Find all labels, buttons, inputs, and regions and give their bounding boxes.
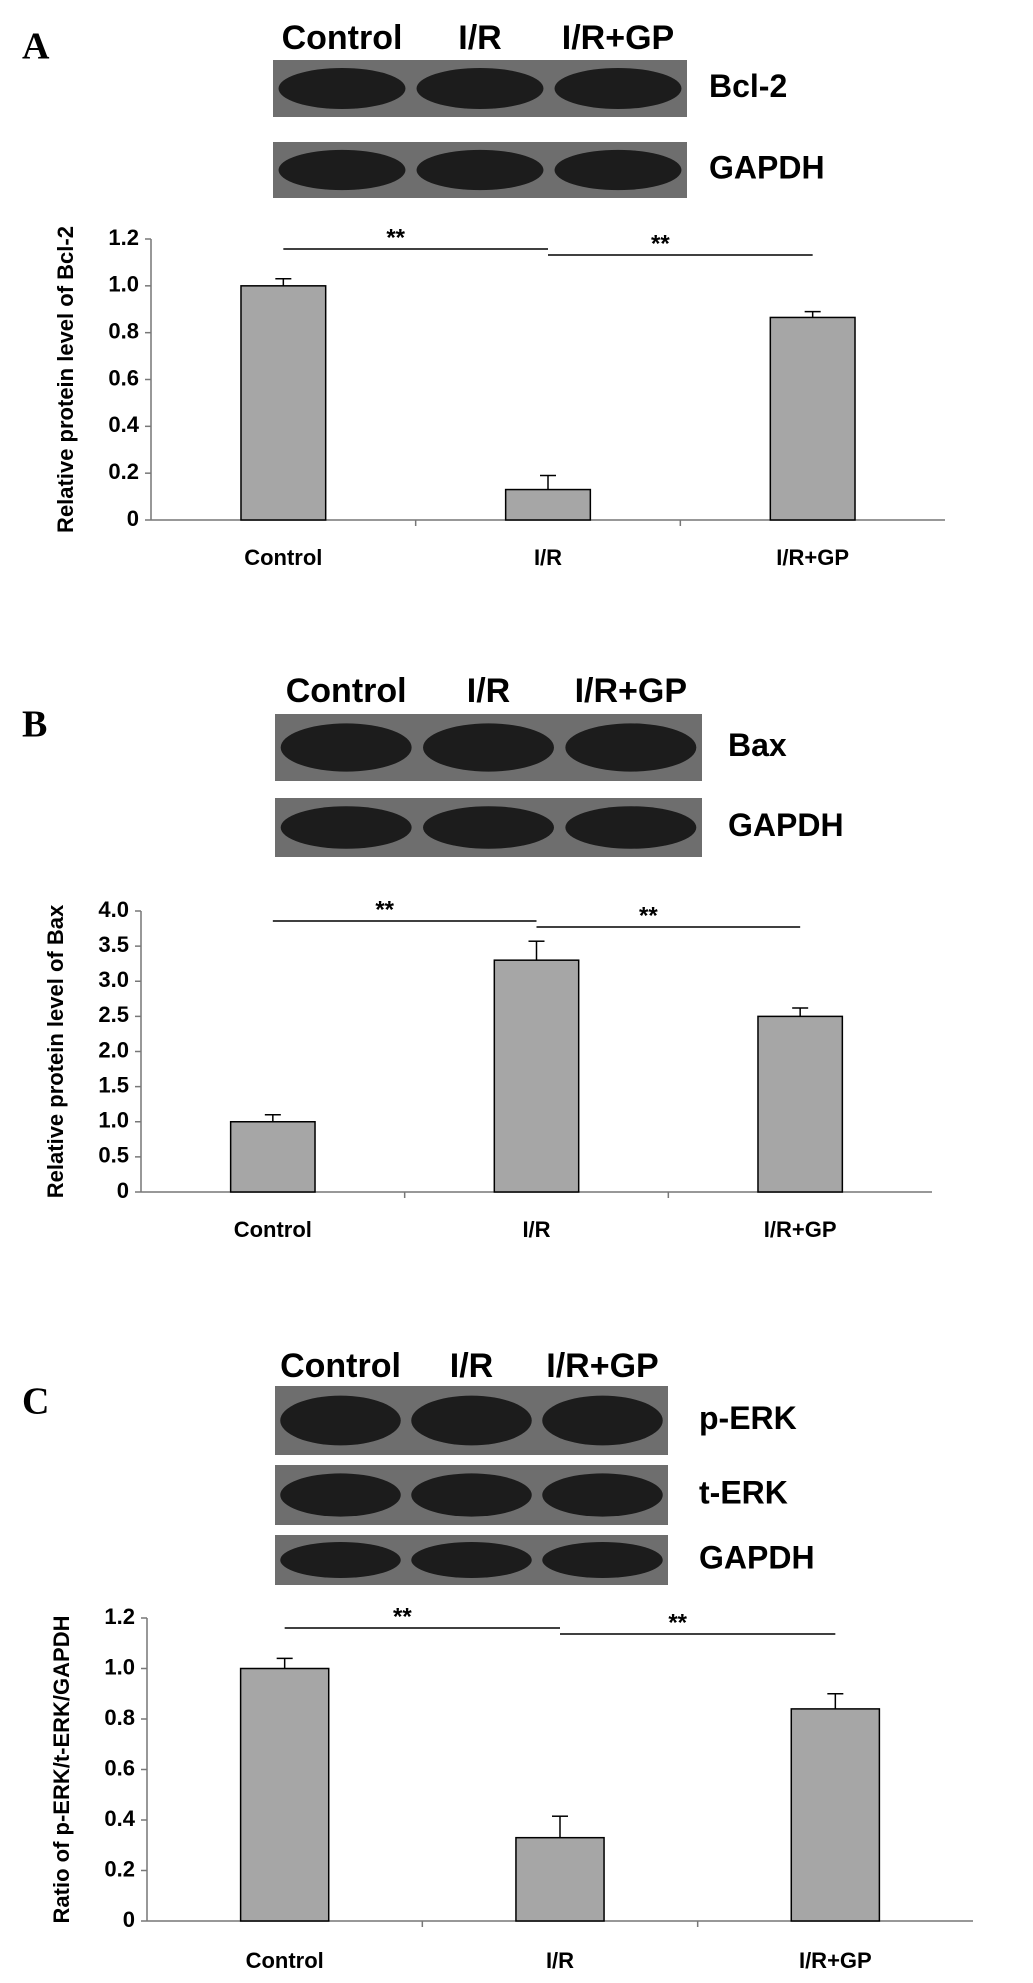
blot-band bbox=[278, 149, 406, 191]
panel-letter: C bbox=[22, 1381, 49, 1423]
y-tick-label: 0.2 bbox=[108, 459, 139, 484]
y-tick-label: 0.8 bbox=[108, 318, 139, 343]
blot-band bbox=[416, 149, 544, 191]
lane-label: I/R+GP bbox=[546, 1347, 658, 1385]
y-tick-label: 0.4 bbox=[108, 412, 139, 437]
blot-band bbox=[278, 67, 406, 110]
x-tick-label: I/R+GP bbox=[764, 1217, 837, 1242]
lane-label: I/R+GP bbox=[575, 672, 687, 710]
blot-band bbox=[554, 149, 682, 191]
y-axis-label: Ratio of p-ERK/t-ERK/GAPDH bbox=[49, 1616, 74, 1924]
bar bbox=[757, 1015, 844, 1193]
significance-label: ** bbox=[651, 230, 670, 257]
y-tick-label: 0.2 bbox=[104, 1856, 135, 1881]
x-tick-label: I/R+GP bbox=[799, 1948, 872, 1973]
y-tick-label: 0.4 bbox=[104, 1806, 135, 1831]
blot-row-label: GAPDH bbox=[699, 1539, 815, 1575]
x-tick-label: Control bbox=[246, 1948, 324, 1973]
blot-band bbox=[423, 723, 554, 772]
blot-band bbox=[542, 1542, 663, 1578]
blot-band bbox=[542, 1395, 663, 1446]
blot-band bbox=[542, 1473, 663, 1517]
x-tick-label: I/R bbox=[534, 545, 562, 570]
blot-row-label: Bcl-2 bbox=[709, 68, 787, 104]
y-tick-label: 1.0 bbox=[104, 1654, 135, 1679]
blot-band bbox=[416, 67, 544, 110]
x-tick-label: Control bbox=[234, 1217, 312, 1242]
significance-label: ** bbox=[639, 902, 658, 929]
y-tick-label: 1.2 bbox=[104, 1604, 135, 1629]
significance-label: ** bbox=[668, 1609, 687, 1636]
bar bbox=[493, 959, 580, 1193]
y-tick-label: 0 bbox=[117, 1178, 129, 1203]
lane-label: I/R bbox=[467, 672, 510, 710]
y-tick-label: 3.0 bbox=[98, 967, 129, 992]
lane-label: Control bbox=[286, 672, 407, 710]
y-tick-label: 1.0 bbox=[108, 272, 139, 297]
y-tick-label: 0.8 bbox=[104, 1705, 135, 1730]
blot-band bbox=[565, 806, 697, 849]
y-tick-label: 0.6 bbox=[104, 1755, 135, 1780]
blot-band bbox=[280, 806, 412, 849]
y-tick-label: 0.6 bbox=[108, 365, 139, 390]
x-tick-label: I/R bbox=[546, 1948, 574, 1973]
y-tick-label: 3.5 bbox=[98, 932, 129, 957]
x-tick-label: I/R bbox=[522, 1217, 550, 1242]
significance-label: ** bbox=[386, 224, 405, 251]
blot-band bbox=[423, 806, 554, 849]
bar bbox=[790, 1708, 881, 1922]
blot-band bbox=[411, 1395, 532, 1446]
y-axis-label: Relative protein level of Bax bbox=[43, 904, 68, 1198]
blot-band bbox=[280, 1395, 401, 1446]
significance-label: ** bbox=[375, 896, 394, 923]
lane-label: I/R bbox=[450, 1347, 493, 1385]
y-axis-label: Relative protein level of Bcl-2 bbox=[53, 226, 78, 533]
y-tick-label: 1.5 bbox=[98, 1072, 129, 1097]
lane-label: I/R bbox=[458, 19, 501, 57]
y-tick-label: 1.2 bbox=[108, 225, 139, 250]
blot-band bbox=[554, 67, 682, 110]
bar bbox=[239, 1667, 330, 1922]
lane-label: Control bbox=[282, 19, 403, 57]
y-tick-label: 0 bbox=[127, 506, 139, 531]
bar bbox=[229, 1121, 316, 1193]
blot-row-label: Bax bbox=[728, 727, 787, 763]
bar bbox=[515, 1836, 605, 1922]
bar bbox=[240, 285, 327, 521]
y-tick-label: 0 bbox=[123, 1907, 135, 1932]
x-tick-label: Control bbox=[244, 545, 322, 570]
blot-band bbox=[280, 723, 412, 772]
bar bbox=[769, 316, 856, 521]
y-tick-label: 2.5 bbox=[98, 1002, 129, 1027]
bar bbox=[504, 488, 592, 521]
blot-row-label: p-ERK bbox=[699, 1400, 797, 1436]
x-tick-label: I/R+GP bbox=[776, 545, 849, 570]
blot-band bbox=[280, 1473, 401, 1517]
y-tick-label: 2.0 bbox=[98, 1037, 129, 1062]
blot-band bbox=[565, 723, 697, 772]
blot-row-label: GAPDH bbox=[709, 149, 825, 185]
blot-band bbox=[411, 1473, 532, 1517]
y-tick-label: 1.0 bbox=[98, 1108, 129, 1133]
blot-band bbox=[411, 1542, 532, 1578]
significance-label: ** bbox=[393, 1603, 412, 1630]
blot-row-label: GAPDH bbox=[728, 807, 844, 843]
blot-row-label: t-ERK bbox=[699, 1474, 788, 1510]
panel-letter: B bbox=[22, 704, 47, 746]
panel-letter: A bbox=[22, 26, 50, 68]
blot-band bbox=[280, 1542, 401, 1578]
lane-label: I/R+GP bbox=[562, 19, 674, 57]
lane-label: Control bbox=[280, 1347, 401, 1385]
y-tick-label: 4.0 bbox=[98, 897, 129, 922]
y-tick-label: 0.5 bbox=[98, 1143, 129, 1168]
